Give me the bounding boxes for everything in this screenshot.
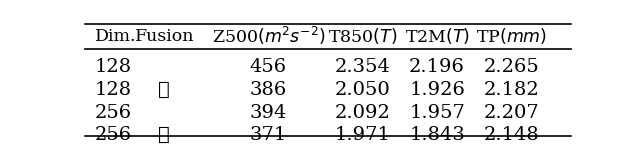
Text: TP$(mm)$: TP$(mm)$: [476, 26, 547, 46]
Text: 2.354: 2.354: [335, 58, 390, 76]
Text: Fusion: Fusion: [134, 28, 194, 45]
Text: Z500$(m^2s^{-2})$: Z500$(m^2s^{-2})$: [212, 25, 325, 47]
Text: 1.957: 1.957: [409, 103, 465, 122]
Text: ✓: ✓: [159, 126, 170, 144]
Text: 1.843: 1.843: [409, 126, 465, 144]
Text: 2.265: 2.265: [484, 58, 540, 76]
Text: 1.926: 1.926: [409, 81, 465, 99]
Text: 386: 386: [250, 81, 287, 99]
Text: 256: 256: [95, 103, 132, 122]
Text: 2.196: 2.196: [409, 58, 465, 76]
Text: ✓: ✓: [159, 81, 170, 99]
Text: 2.050: 2.050: [335, 81, 390, 99]
Text: 128: 128: [95, 58, 132, 76]
Text: 128: 128: [95, 81, 132, 99]
Text: 2.092: 2.092: [335, 103, 390, 122]
Text: 371: 371: [250, 126, 287, 144]
Text: T2M$(T)$: T2M$(T)$: [404, 26, 470, 46]
Text: Dim.: Dim.: [95, 28, 136, 45]
Text: 256: 256: [95, 126, 132, 144]
Text: 2.182: 2.182: [484, 81, 540, 99]
Text: 2.207: 2.207: [484, 103, 540, 122]
Text: 2.148: 2.148: [484, 126, 540, 144]
Text: T850$(T)$: T850$(T)$: [328, 26, 397, 46]
Text: 1.971: 1.971: [335, 126, 390, 144]
Text: 456: 456: [250, 58, 287, 76]
Text: 394: 394: [250, 103, 287, 122]
